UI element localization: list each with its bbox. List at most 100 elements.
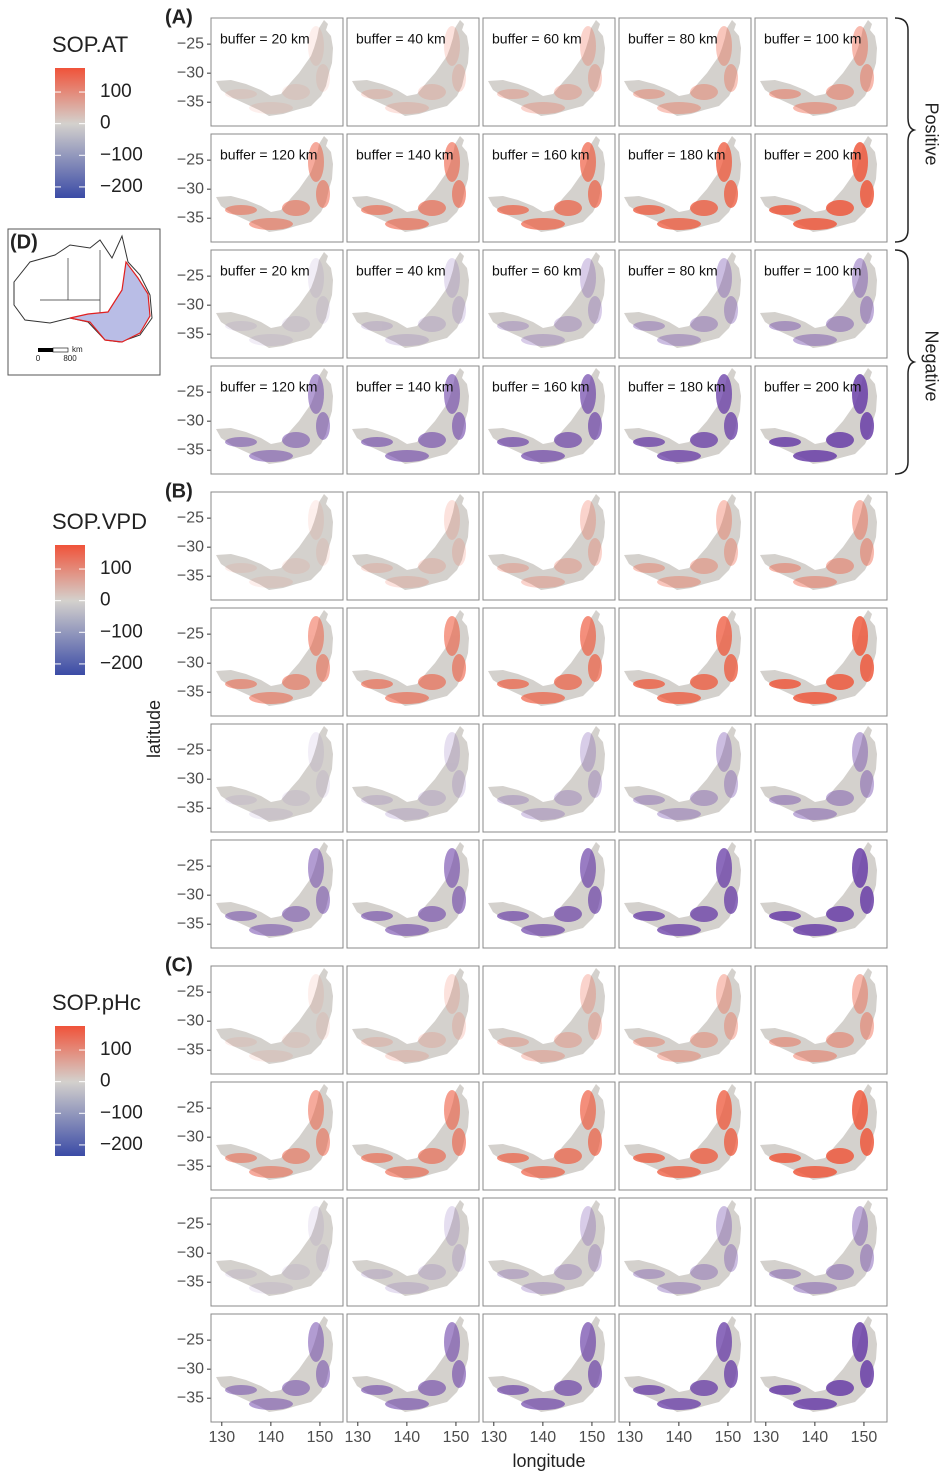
anomaly-overlay [497,616,602,704]
facet-label: buffer = 200 km [764,147,861,163]
facet-label: buffer = 40 km [356,263,446,279]
facet: buffer = 200 km [754,133,888,243]
anomaly-blob [308,26,324,66]
y-tick-label: −25 [177,857,204,874]
anomaly-overlay [769,974,874,1062]
anomaly-blob [444,974,460,1014]
anomaly-blob [308,1090,324,1130]
anomaly-blob [633,437,665,447]
anomaly-blob [588,180,602,208]
anomaly-overlay [361,142,466,230]
anomaly-blob [826,790,854,806]
anomaly-blob [521,450,565,462]
anomaly-blob [249,692,293,704]
colorbar-label: −100 [100,1102,143,1123]
anomaly-overlay [497,974,602,1062]
facet-label: buffer = 180 km [628,147,725,163]
anomaly-blob [497,679,529,689]
anomaly-blob [793,808,837,820]
anomaly-blob [860,770,874,798]
anomaly-blob [554,200,582,216]
anomaly-blob [724,654,738,682]
anomaly-blob [588,1128,602,1156]
inset-map: (D) 0 800 km [7,228,161,376]
anomaly-blob [316,1012,330,1040]
anomaly-blob [452,886,466,914]
y-tick-label: −25 [177,267,204,284]
facet [754,839,888,949]
facet [754,965,888,1075]
facet [618,1081,752,1191]
anomaly-blob [361,1037,393,1047]
anomaly-overlay [361,1322,466,1410]
anomaly-blob [361,911,393,921]
anomaly-overlay [633,1090,738,1178]
anomaly-blob [361,1385,393,1395]
anomaly-blob [554,1264,582,1280]
anomaly-blob [769,321,801,331]
anomaly-blob [633,321,665,331]
anomaly-blob [826,1380,854,1396]
x-tick-label: 140 [666,1429,693,1446]
facet [210,839,344,949]
anomaly-blob [633,1269,665,1279]
facet [754,491,888,601]
anomaly-blob [521,218,565,230]
anomaly-blob [282,1032,310,1048]
anomaly-blob [716,26,732,66]
anomaly-blob [554,316,582,332]
anomaly-blob [418,1032,446,1048]
anomaly-blob [452,538,466,566]
anomaly-blob [657,1398,701,1410]
anomaly-overlay [769,500,874,588]
anomaly-overlay [361,616,466,704]
anomaly-blob [361,1269,393,1279]
colorbar [55,545,85,675]
anomaly-blob [308,974,324,1014]
anomaly-overlay [633,142,738,230]
anomaly-blob [860,1012,874,1040]
anomaly-blob [852,974,868,1014]
anomaly-blob [444,26,460,66]
anomaly-blob [724,1012,738,1040]
facet-label: buffer = 140 km [356,379,453,395]
colorbar-label: 0 [100,113,111,134]
x-tick-label: 150 [715,1429,742,1446]
anomaly-blob [580,1206,596,1246]
anomaly-blob [633,1385,665,1395]
facet: buffer = 140 km [346,365,480,475]
facet-label: buffer = 60 km [492,263,582,279]
anomaly-overlay [633,732,738,820]
colorbar [55,68,85,198]
anomaly-blob [724,1244,738,1272]
anomaly-blob [385,1050,429,1062]
anomaly-blob [826,432,854,448]
anomaly-blob [225,563,257,573]
anomaly-blob [633,89,665,99]
anomaly-blob [418,1380,446,1396]
facet [210,723,344,833]
anomaly-overlay [225,848,330,936]
anomaly-blob [452,180,466,208]
anomaly-blob [793,450,837,462]
x-tick-label: 130 [752,1429,779,1446]
anomaly-blob [657,808,701,820]
anomaly-blob [308,1206,324,1246]
colorbar-label: −100 [100,621,143,642]
anomaly-blob [769,1153,801,1163]
facet [754,1081,888,1191]
anomaly-blob [249,808,293,820]
x-tick-label: 130 [208,1429,235,1446]
facet [210,1081,344,1191]
facet-label: buffer = 160 km [492,379,589,395]
anomaly-overlay [225,974,330,1062]
anomaly-blob [452,654,466,682]
anomaly-overlay [225,1090,330,1178]
anomaly-overlay [361,848,466,936]
anomaly-overlay [769,848,874,936]
anomaly-blob [418,1264,446,1280]
anomaly-overlay [633,974,738,1062]
anomaly-blob [860,886,874,914]
anomaly-blob [793,218,837,230]
anomaly-blob [444,1090,460,1130]
